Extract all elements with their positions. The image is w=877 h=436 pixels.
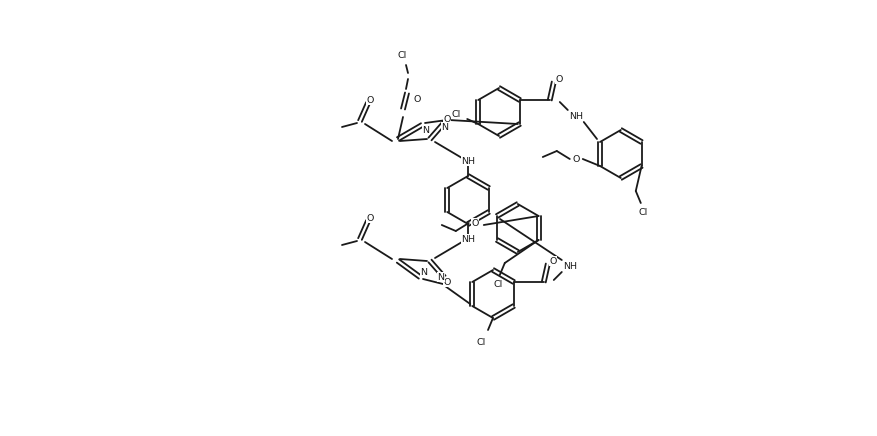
Text: NH: NH	[461, 235, 475, 243]
Text: N: N	[423, 126, 430, 134]
Text: O: O	[367, 214, 374, 222]
Text: O: O	[572, 154, 580, 164]
Text: Cl: Cl	[493, 279, 503, 289]
Text: O: O	[443, 277, 451, 286]
Text: Cl: Cl	[638, 208, 647, 217]
Text: NH: NH	[563, 262, 577, 270]
Text: N: N	[441, 123, 448, 132]
Text: O: O	[443, 115, 451, 123]
Text: O: O	[549, 256, 557, 266]
Text: N: N	[438, 272, 445, 282]
Text: Cl: Cl	[397, 51, 407, 59]
Text: N: N	[420, 268, 427, 276]
Text: NH: NH	[461, 157, 475, 166]
Text: O: O	[367, 95, 374, 105]
Text: O: O	[413, 95, 421, 103]
Text: O: O	[555, 75, 562, 84]
Text: Cl: Cl	[476, 337, 486, 347]
Text: O: O	[471, 218, 479, 228]
Text: Cl: Cl	[452, 109, 460, 119]
Text: NH: NH	[569, 112, 583, 120]
